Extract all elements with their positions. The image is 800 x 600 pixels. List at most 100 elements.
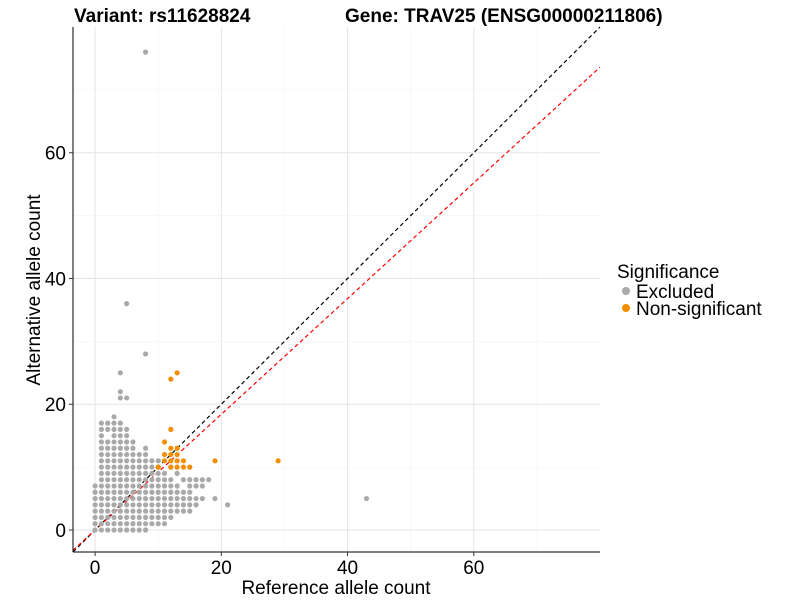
point-excluded bbox=[155, 521, 161, 527]
point-excluded bbox=[117, 521, 123, 527]
point-excluded bbox=[136, 495, 142, 502]
point-excluded bbox=[136, 502, 142, 508]
point-excluded bbox=[206, 477, 212, 483]
point-non-significant bbox=[174, 445, 180, 451]
point-non-significant bbox=[161, 458, 168, 464]
point-excluded bbox=[155, 514, 161, 521]
point-excluded bbox=[149, 508, 155, 514]
x-tick-label: 40 bbox=[337, 558, 358, 579]
point-excluded bbox=[180, 477, 187, 483]
chart-title-variant: Variant: rs11628824 bbox=[74, 6, 251, 27]
point-excluded bbox=[168, 477, 174, 483]
legend-marker-excluded bbox=[622, 287, 630, 295]
point-excluded bbox=[155, 508, 161, 514]
point-excluded bbox=[168, 495, 174, 502]
point-excluded bbox=[187, 502, 193, 508]
point-excluded bbox=[136, 458, 142, 464]
point-excluded bbox=[124, 458, 130, 464]
chart-title-gene: Gene: TRAV25 (ENSG00000211806) bbox=[345, 6, 663, 27]
point-excluded bbox=[149, 458, 155, 464]
y-tick-label: 60 bbox=[45, 144, 66, 165]
point-excluded bbox=[117, 502, 123, 508]
point-excluded bbox=[92, 489, 98, 495]
point-non-significant bbox=[174, 464, 180, 470]
point-excluded bbox=[105, 521, 111, 527]
point-non-significant bbox=[161, 439, 168, 445]
point-excluded bbox=[199, 477, 205, 483]
point-excluded bbox=[117, 514, 123, 521]
point-excluded bbox=[98, 470, 105, 477]
reference-line-identity bbox=[72, 26, 601, 553]
y-tick-label: 0 bbox=[55, 521, 66, 542]
point-excluded bbox=[111, 521, 117, 527]
point-non-significant bbox=[275, 458, 281, 464]
point-excluded bbox=[174, 470, 180, 477]
point-excluded bbox=[105, 451, 111, 458]
point-non-significant bbox=[174, 451, 180, 458]
axis-ticks: 0 20 40 60 0 20 40 60 bbox=[45, 144, 484, 579]
point-excluded bbox=[168, 483, 174, 489]
axes bbox=[72, 27, 600, 553]
point-excluded bbox=[117, 389, 123, 395]
legend-label-non-significant: Non-significant bbox=[636, 299, 762, 320]
point-excluded bbox=[130, 451, 136, 458]
point-excluded bbox=[105, 502, 111, 508]
point-excluded bbox=[111, 527, 117, 533]
point-excluded bbox=[161, 477, 168, 483]
point-excluded bbox=[117, 477, 123, 483]
point-excluded bbox=[174, 483, 180, 489]
point-excluded bbox=[117, 370, 123, 376]
point-excluded bbox=[136, 521, 142, 527]
point-excluded bbox=[98, 489, 105, 495]
point-excluded bbox=[105, 514, 111, 521]
point-excluded bbox=[136, 508, 142, 514]
point-excluded bbox=[98, 433, 105, 439]
point-excluded bbox=[124, 502, 130, 508]
point-non-significant bbox=[168, 445, 174, 451]
point-excluded bbox=[92, 483, 98, 489]
point-excluded bbox=[149, 495, 155, 502]
point-excluded bbox=[149, 477, 155, 483]
point-excluded bbox=[117, 433, 123, 439]
point-excluded bbox=[174, 489, 180, 495]
point-excluded bbox=[117, 445, 123, 451]
point-excluded bbox=[155, 458, 161, 464]
point-excluded bbox=[161, 483, 168, 489]
legend-title: Significance bbox=[617, 262, 719, 283]
point-excluded bbox=[142, 464, 149, 470]
point-excluded bbox=[155, 489, 161, 495]
point-excluded bbox=[130, 508, 136, 514]
point-non-significant bbox=[168, 451, 174, 458]
point-excluded bbox=[124, 521, 130, 527]
point-excluded bbox=[136, 483, 142, 489]
point-excluded bbox=[117, 470, 123, 477]
point-excluded bbox=[142, 470, 149, 477]
point-excluded bbox=[105, 527, 111, 533]
point-excluded bbox=[105, 426, 111, 432]
point-excluded bbox=[149, 489, 155, 495]
point-excluded bbox=[124, 527, 130, 533]
y-axis-title: Alternative allele count bbox=[24, 194, 45, 386]
point-excluded bbox=[105, 489, 111, 495]
point-excluded bbox=[130, 495, 136, 502]
point-excluded bbox=[111, 483, 117, 489]
point-excluded bbox=[98, 514, 105, 521]
point-excluded bbox=[174, 495, 180, 502]
point-excluded bbox=[130, 464, 136, 470]
point-excluded bbox=[187, 508, 193, 514]
point-excluded bbox=[187, 489, 193, 495]
point-excluded bbox=[161, 514, 168, 521]
point-excluded bbox=[111, 445, 117, 451]
x-tick-label: 20 bbox=[211, 558, 232, 579]
point-excluded bbox=[130, 458, 136, 464]
point-non-significant bbox=[168, 376, 174, 382]
point-excluded bbox=[124, 439, 130, 445]
point-excluded bbox=[92, 502, 98, 508]
point-excluded bbox=[142, 49, 149, 55]
point-excluded bbox=[168, 514, 174, 521]
point-excluded bbox=[142, 483, 149, 489]
point-excluded bbox=[92, 508, 98, 514]
point-excluded bbox=[161, 489, 168, 495]
point-excluded bbox=[124, 483, 130, 489]
point-excluded bbox=[130, 439, 136, 445]
